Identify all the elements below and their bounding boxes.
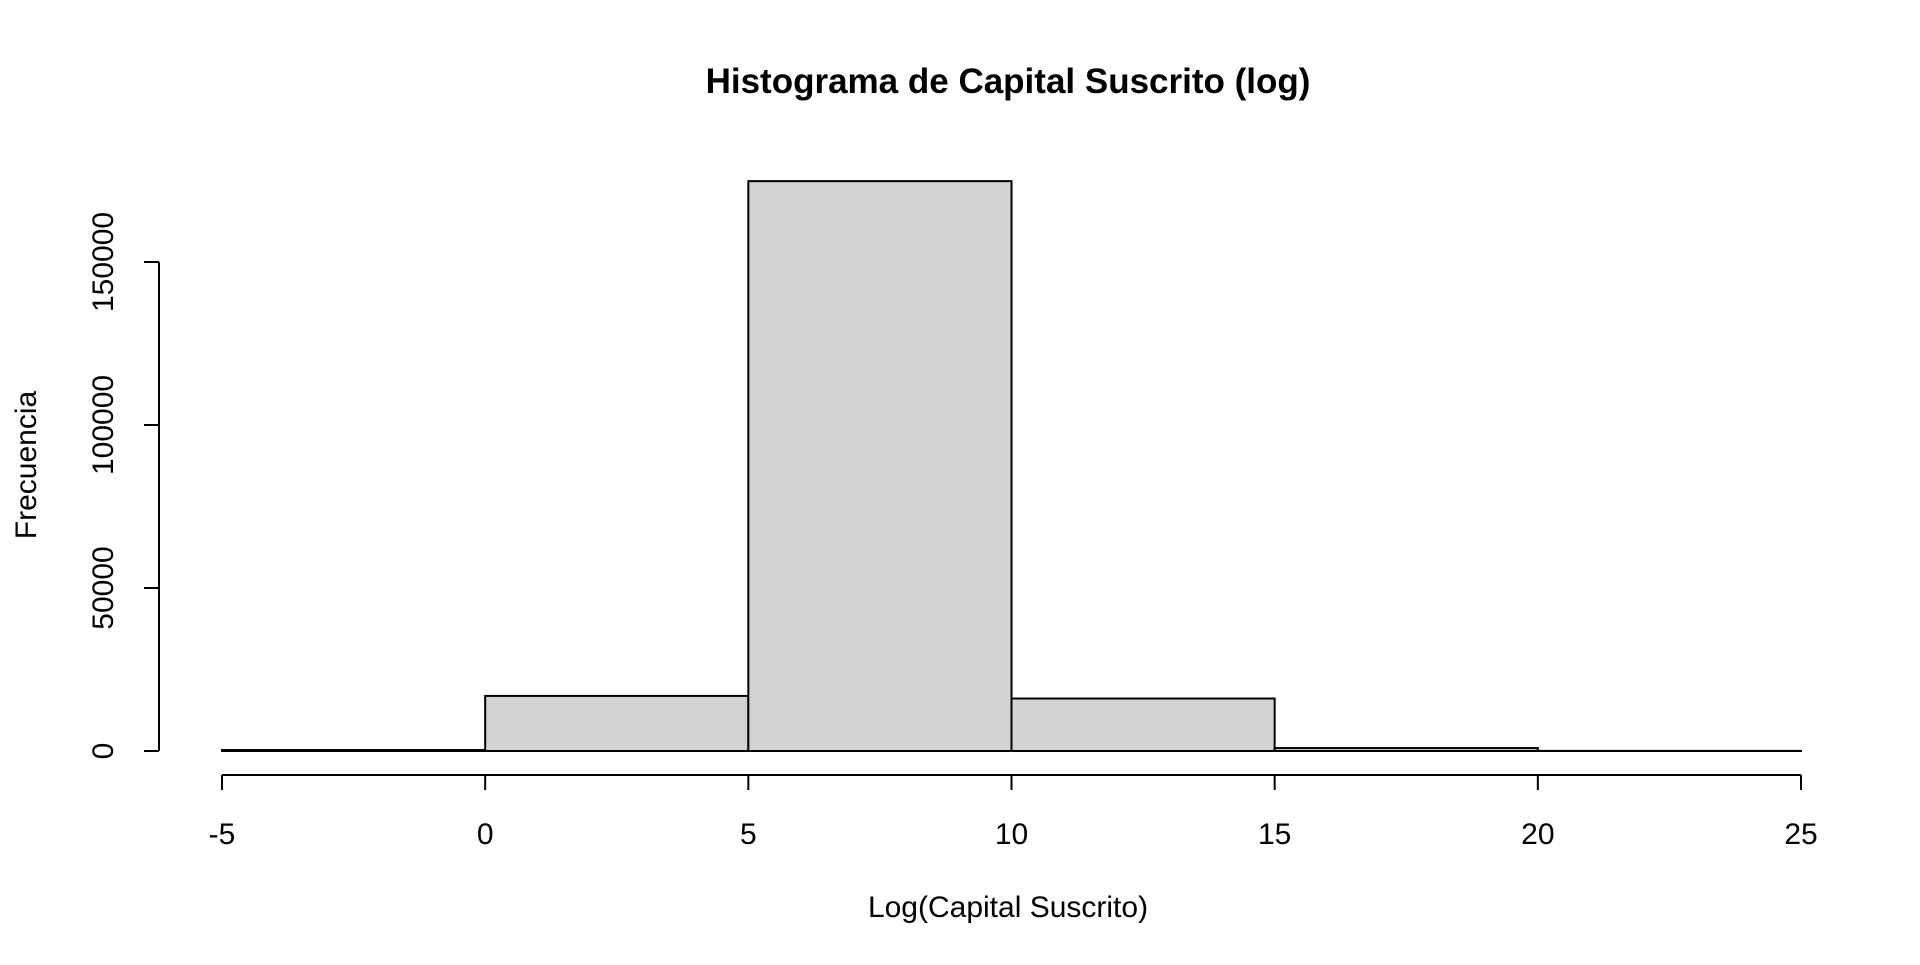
y-axis: 0 50000 100000 150000 bbox=[87, 212, 159, 759]
histogram-bar-0 bbox=[222, 750, 485, 751]
histogram-bar-1 bbox=[485, 696, 748, 751]
x-tick-label-4: 15 bbox=[1258, 818, 1291, 851]
x-tick-label-2: 5 bbox=[740, 818, 757, 851]
x-tick-label-5: 20 bbox=[1521, 818, 1554, 851]
y-tick-label-3: 150000 bbox=[87, 212, 120, 312]
y-tick-label-2: 100000 bbox=[87, 375, 120, 475]
x-tick-label-6: 25 bbox=[1784, 818, 1817, 851]
y-tick-label-1: 50000 bbox=[87, 546, 120, 629]
histogram-bar-2 bbox=[748, 181, 1011, 751]
x-axis-label: Log(Capital Suscrito) bbox=[868, 891, 1148, 924]
chart-title: Histograma de Capital Suscrito (log) bbox=[706, 62, 1311, 101]
x-tick-label-1: 0 bbox=[477, 818, 494, 851]
x-tick-label-0: -5 bbox=[209, 818, 236, 851]
histogram-bar-3 bbox=[1012, 699, 1275, 751]
x-tick-label-3: 10 bbox=[995, 818, 1028, 851]
y-tick-label-0: 0 bbox=[87, 743, 120, 760]
bars-group bbox=[222, 181, 1801, 751]
y-axis-label: Frecuencia bbox=[10, 390, 43, 539]
x-axis: -5 0 5 10 15 20 25 bbox=[209, 775, 1818, 851]
histogram-bar-4 bbox=[1275, 748, 1538, 751]
